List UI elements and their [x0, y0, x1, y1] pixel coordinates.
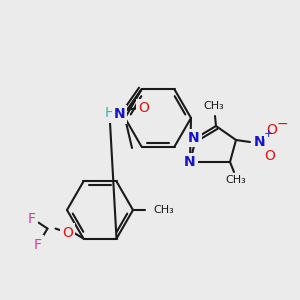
Text: N: N: [114, 107, 125, 122]
Text: CH₃: CH₃: [226, 175, 246, 185]
Text: CH₃: CH₃: [153, 205, 174, 215]
Text: N: N: [188, 131, 200, 145]
Text: O: O: [267, 123, 278, 137]
Text: O: O: [265, 149, 275, 163]
Text: F: F: [34, 238, 41, 252]
Text: H: H: [104, 106, 115, 120]
Text: O: O: [62, 226, 73, 240]
Text: N: N: [254, 135, 266, 149]
Text: +: +: [263, 129, 273, 139]
Text: N: N: [184, 155, 196, 169]
Text: CH₃: CH₃: [204, 101, 224, 111]
Text: −: −: [276, 117, 288, 131]
Text: F: F: [28, 212, 35, 226]
Text: O: O: [138, 101, 149, 116]
